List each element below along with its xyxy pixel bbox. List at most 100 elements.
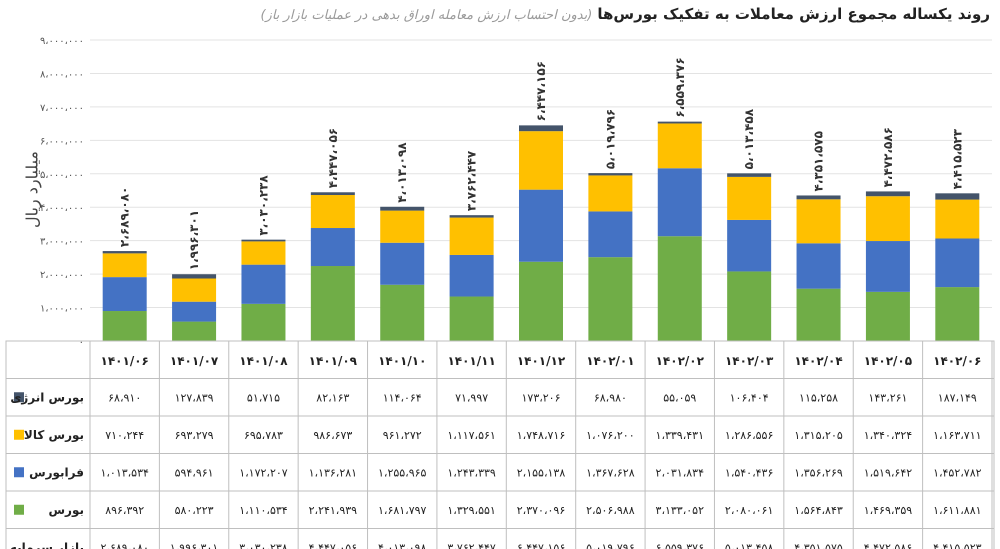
table-cell: ۱،۷۴۸،۷۱۶ bbox=[517, 429, 565, 442]
total-label: ۵،۰۱۳،۴۵۸ bbox=[742, 108, 756, 169]
table-cell: ۱،۱۱۷،۵۶۱ bbox=[447, 429, 495, 442]
table-cell: ۵۵،۰۵۹ bbox=[663, 391, 696, 404]
chart-title-main: روند یکساله مجموع ارزش معاملات به تفکیک … bbox=[597, 5, 990, 23]
legend-swatch bbox=[14, 467, 24, 478]
bar-segment bbox=[102, 277, 147, 312]
table-cell: ۱،۶۱۱،۸۸۱ bbox=[933, 504, 981, 517]
table-cell: ۴،۳۵۱،۵۷۵ bbox=[794, 541, 843, 549]
table-cell: ۱،۳۳۹،۴۳۱ bbox=[656, 429, 704, 442]
legend-swatch bbox=[14, 429, 24, 440]
y-tick-label: ۰ bbox=[79, 337, 84, 348]
table-cell: ۶،۵۵۹،۳۷۶ bbox=[656, 541, 704, 549]
bar-segment bbox=[727, 176, 772, 220]
table-cell: ۲،۶۸۹،۰۸۰ bbox=[100, 541, 148, 549]
table-cell: ۱،۳۶۷،۶۲۸ bbox=[586, 466, 635, 479]
total-label: ۵،۰۱۹،۷۹۶ bbox=[603, 109, 617, 169]
legend-swatch bbox=[14, 392, 24, 403]
bar-segment bbox=[449, 296, 494, 341]
x-category-label: ۱۴۰۱/۰۹ bbox=[309, 354, 358, 368]
total-labels: ۲،۶۸۹،۰۸۰ ۱،۹۹۶،۳۰۱ ۳،۰۳۰،۲۳۸ ۴،۴۴۷،۰۵۶ ۴،۰۱… bbox=[118, 57, 965, 270]
table-cell: ۴،۴۱۵،۵۲۳ bbox=[933, 541, 982, 549]
table-cell: ۶۹۳،۲۷۹ bbox=[175, 429, 214, 442]
bar-segment bbox=[796, 288, 841, 341]
bar-segment bbox=[310, 266, 355, 341]
bar-segment bbox=[449, 217, 494, 255]
table-cell: ۱،۴۶۹،۳۵۹ bbox=[864, 504, 913, 517]
x-category-label: ۱۴۰۲/۰۲ bbox=[656, 354, 705, 368]
bar-segment bbox=[241, 239, 286, 242]
table-cell: ۲،۰۳۱،۸۳۴ bbox=[656, 466, 705, 479]
y-tick-label: ۹،۰۰۰،۰۰۰ bbox=[40, 36, 84, 47]
total-label: ۶،۵۵۹،۳۷۶ bbox=[673, 57, 687, 117]
table-cell: ۸۹۶،۳۹۲ bbox=[105, 504, 144, 517]
legend-label: بورس کالا bbox=[24, 428, 84, 443]
bar-segment bbox=[102, 311, 147, 341]
y-tick-label: ۷،۰۰۰،۰۰۰ bbox=[40, 103, 84, 114]
chart-title: روند یکساله مجموع ارزش معاملات به تفکیک … bbox=[10, 4, 990, 23]
x-category-label: ۱۴۰۱/۱۰ bbox=[378, 354, 426, 368]
table-cell: ۱،۲۸۶،۵۵۶ bbox=[725, 429, 773, 442]
table-cell: ۳،۷۶۲،۴۴۷ bbox=[447, 541, 496, 549]
table-cell: ۸۲،۱۶۳ bbox=[316, 391, 349, 404]
total-label: ۴،۳۵۱،۵۷۵ bbox=[812, 131, 826, 191]
bar-segment bbox=[935, 199, 980, 239]
x-category-label: ۱۴۰۱/۰۷ bbox=[170, 354, 219, 368]
total-label: ۳،۰۳۰،۲۳۸ bbox=[256, 175, 270, 236]
bar-segment bbox=[449, 254, 494, 297]
x-category-label: ۱۴۰۲/۰۵ bbox=[864, 354, 912, 368]
bar-segment bbox=[172, 321, 217, 341]
table-cell: ۱۲۷،۸۳۹ bbox=[175, 391, 214, 404]
y-tick-label: ۲،۰۰۰،۰۰۰ bbox=[40, 270, 84, 281]
table-cell: ۱،۵۱۹،۶۴۲ bbox=[864, 466, 913, 479]
bar-segment bbox=[588, 175, 633, 212]
table-cell: ۲،۱۵۵،۱۳۸ bbox=[517, 466, 566, 479]
table-cell: ۱۱۴،۰۶۴ bbox=[383, 391, 422, 404]
table-cell: ۱،۲۵۵،۹۶۵ bbox=[378, 466, 427, 479]
table-cell: ۱۰۶،۴۰۴ bbox=[730, 391, 769, 404]
x-category-label: ۱۴۰۲/۰۱ bbox=[586, 354, 634, 368]
bar-segment bbox=[796, 243, 841, 289]
total-label: ۴،۴۷۲،۵۸۶ bbox=[881, 127, 895, 187]
bar-segment bbox=[380, 210, 425, 243]
table-cell: ۱،۲۴۳،۳۳۹ bbox=[447, 466, 496, 479]
table-cell: ۶۹۵،۷۸۳ bbox=[244, 429, 283, 442]
bar-segment bbox=[380, 206, 425, 211]
table-cell: ۱،۵۴۰،۴۳۶ bbox=[725, 466, 773, 479]
table-cell: ۵،۰۱۹،۷۹۶ bbox=[586, 541, 634, 549]
bar-segment bbox=[519, 189, 563, 262]
table-cell: ۵۸۰،۲۲۳ bbox=[175, 504, 214, 517]
bar-segment bbox=[310, 192, 355, 196]
table-cell: ۳،۱۳۳،۰۵۲ bbox=[656, 504, 705, 517]
bar-segment bbox=[657, 168, 702, 237]
bar-segment bbox=[865, 241, 910, 292]
bar-segment bbox=[657, 236, 702, 341]
bar-segment bbox=[657, 123, 702, 169]
table-cell: ۵۱،۷۱۵ bbox=[247, 391, 280, 404]
y-tick-label: ۴،۰۰۰،۰۰۰ bbox=[40, 203, 84, 214]
x-category-label: ۱۴۰۱/۱۱ bbox=[447, 354, 495, 368]
bar-segment bbox=[727, 219, 772, 272]
bar-segment bbox=[172, 274, 217, 279]
table-cell: ۲،۳۷۰،۰۹۶ bbox=[517, 504, 565, 517]
total-label: ۶،۴۴۷،۱۵۶ bbox=[534, 61, 548, 121]
table-cell: ۱،۰۷۶،۲۰۰ bbox=[586, 429, 634, 442]
bar-segment bbox=[727, 173, 772, 177]
table-cell: ۴،۴۷۲،۵۸۶ bbox=[864, 541, 912, 549]
table-cell: ۶،۴۴۷،۱۵۶ bbox=[517, 541, 565, 549]
table-cell: ۴،۰۱۳،۰۹۸ bbox=[378, 541, 427, 549]
table-cell: ۱،۹۹۶،۳۰۱ bbox=[170, 541, 218, 549]
table-cell: ۱۱۵،۲۵۸ bbox=[799, 391, 838, 404]
bar-segment bbox=[588, 173, 633, 176]
bar-segment bbox=[935, 238, 980, 288]
total-label: ۴،۰۱۳،۰۹۸ bbox=[395, 142, 409, 203]
bar-segment bbox=[727, 271, 772, 341]
bar-segment bbox=[519, 125, 563, 132]
table-cell: ۷۱،۹۹۷ bbox=[455, 391, 488, 404]
bar-segment bbox=[796, 195, 841, 200]
table-cell: ۹۸۶،۶۷۳ bbox=[313, 429, 352, 442]
data-table: ۱۴۰۱/۰۶ ۱۴۰۱/۰۷ ۱۴۰۱/۰۸ ۱۴۰۱/۰۹ ۱۴۰۱/۱۰ ۱۴۰۱/… bbox=[5, 340, 995, 549]
table-border bbox=[5, 340, 995, 549]
y-tick-label: ۶،۰۰۰،۰۰۰ bbox=[40, 136, 84, 147]
legend-label: بورس bbox=[49, 503, 85, 518]
table-cell: ۳،۰۳۰،۲۳۸ bbox=[239, 541, 288, 549]
